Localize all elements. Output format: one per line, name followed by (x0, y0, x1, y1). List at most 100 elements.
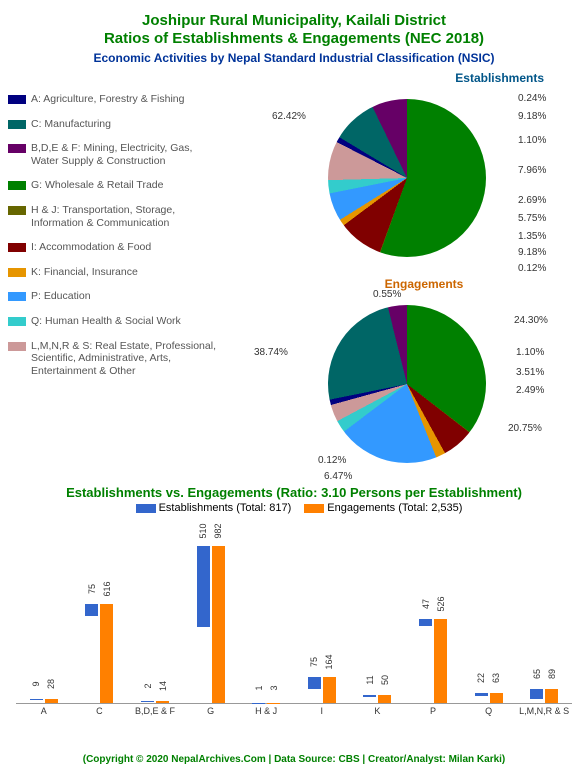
pie-label: 1.35% (518, 231, 546, 242)
bar-group: 928 (24, 699, 64, 703)
engagements-pie-wrap: 0.55%38.74%24.30%1.10%3.51%2.49%20.75%0.… (218, 291, 558, 481)
bar-value: 65 (532, 669, 542, 679)
bar-engagement: 50 (378, 695, 391, 703)
legend-label: G: Wholesale & Retail Trade (31, 179, 163, 192)
bar-value: 28 (46, 679, 56, 689)
legend-swatch (8, 206, 26, 215)
legend-swatch (8, 181, 26, 190)
legend-label: Q: Human Health & Social Work (31, 315, 181, 328)
bar-value: 22 (476, 673, 486, 683)
bar-value: 1 (254, 685, 264, 690)
x-axis-label: L,M,N,R & S (516, 706, 572, 716)
legend-label: L,M,N,R & S: Real Estate, Professional, … (31, 340, 218, 378)
bar-value: 75 (309, 657, 319, 667)
bar-group: 75616 (79, 604, 119, 703)
legend-swatch (8, 95, 26, 104)
legend-label: C: Manufacturing (31, 118, 111, 131)
legend-label: B,D,E & F: Mining, Electricity, Gas, Wat… (31, 142, 218, 167)
bar-establishment: 510 (197, 546, 210, 628)
pie-label: 0.24% (518, 93, 546, 104)
engagements-title: Engagements (268, 277, 580, 291)
establishments-pie (328, 99, 486, 257)
bar-establishment: 11 (363, 695, 376, 697)
legend-label: I: Accommodation & Food (31, 241, 151, 254)
pie-label: 9.18% (518, 111, 546, 122)
bar-engagement: 164 (323, 677, 336, 703)
pie-label: 0.12% (318, 455, 346, 466)
bar-engagement: 616 (100, 604, 113, 703)
bar-title: Establishments vs. Engagements (Ratio: 3… (0, 485, 588, 500)
bar-value: 2 (143, 683, 153, 688)
legend-item: Q: Human Health & Social Work (8, 315, 218, 328)
bar-value: 75 (87, 584, 97, 594)
pie-label: 24.30% (514, 315, 548, 326)
copyright: (Copyright © 2020 NepalArchives.Com | Da… (0, 754, 588, 765)
bar-establishment: 9 (30, 699, 43, 700)
legend-label: K: Financial, Insurance (31, 266, 138, 279)
pie-charts: Establishments 62.42%0.24%9.18%1.10%7.96… (218, 71, 580, 481)
bar-value: 510 (198, 523, 208, 538)
legend-item: P: Education (8, 290, 218, 303)
legend-label: A: Agriculture, Forestry & Fishing (31, 93, 184, 106)
pie-label: 62.42% (272, 111, 306, 122)
pie-label: 3.51% (516, 367, 544, 378)
bar-group: 510982 (191, 546, 231, 703)
bar-value: 982 (213, 523, 223, 538)
pie-label: 2.49% (516, 385, 544, 396)
x-axis-label: Q (461, 706, 517, 716)
pie-label: 0.55% (373, 289, 401, 300)
bar-engagement: 63 (490, 693, 503, 703)
x-axis-label: P (405, 706, 461, 716)
bar-value: 616 (102, 582, 112, 597)
x-axis-label: G (183, 706, 239, 716)
legend-swatch (8, 243, 26, 252)
bar-value: 14 (158, 681, 168, 691)
bar-engagement: 526 (434, 619, 447, 703)
pie-label: 6.47% (324, 471, 352, 482)
bar-value: 47 (421, 599, 431, 609)
pie-label: 9.18% (518, 247, 546, 258)
x-axis-labels: ACB,D,E & FGH & JIKPQL,M,N,R & S (16, 706, 572, 720)
bar-establishment: 75 (308, 677, 321, 689)
est-legend-label: Establishments (Total: 817) (159, 502, 292, 514)
pie-label: 20.75% (508, 423, 542, 434)
engagements-pie (328, 305, 486, 463)
legend-label: H & J: Transportation, Storage, Informat… (31, 204, 218, 229)
legend: A: Agriculture, Forestry & Fishing C: Man… (8, 71, 218, 481)
bar-engagement: 14 (156, 701, 169, 703)
bar-group: 6589 (524, 689, 564, 703)
x-axis-label: C (71, 706, 127, 716)
establishments-title: Establishments (218, 71, 580, 85)
x-axis-label: B,D,E & F (127, 706, 183, 716)
bar-engagement: 89 (545, 689, 558, 703)
bar-value: 63 (491, 673, 501, 683)
pie-label: 7.96% (518, 165, 546, 176)
bar-chart: 9287561621451098213751641150475262263658… (16, 520, 572, 704)
legend-swatch (8, 120, 26, 129)
est-swatch (136, 504, 156, 513)
bar-establishment: 75 (85, 604, 98, 616)
eng-swatch (304, 504, 324, 513)
establishments-pie-wrap: 62.42%0.24%9.18%1.10%7.96%2.69%5.75%1.35… (218, 85, 558, 275)
legend-item: K: Financial, Insurance (8, 266, 218, 279)
title-line1: Joshipur Rural Municipality, Kailali Dis… (0, 12, 588, 30)
bar-establishment: 22 (475, 693, 488, 697)
bar-value: 89 (547, 669, 557, 679)
bar-group: 75164 (302, 677, 342, 703)
legend-label: P: Education (31, 290, 91, 303)
x-axis-label: A (16, 706, 72, 716)
bar-value: 9 (31, 681, 41, 686)
legend-item: H & J: Transportation, Storage, Informat… (8, 204, 218, 229)
pie-label: 2.69% (518, 195, 546, 206)
bar-legend: Establishments (Total: 817) Engagements … (0, 502, 588, 514)
pie-label: 0.12% (518, 263, 546, 274)
bar-value: 3 (269, 685, 279, 690)
pie-section: A: Agriculture, Forestry & Fishing C: Man… (0, 71, 588, 481)
legend-item: C: Manufacturing (8, 118, 218, 131)
bar-value: 164 (324, 654, 334, 669)
legend-swatch (8, 144, 26, 153)
bar-value: 50 (380, 675, 390, 685)
legend-swatch (8, 268, 26, 277)
legend-swatch (8, 342, 26, 351)
bar-engagement: 982 (212, 546, 225, 703)
